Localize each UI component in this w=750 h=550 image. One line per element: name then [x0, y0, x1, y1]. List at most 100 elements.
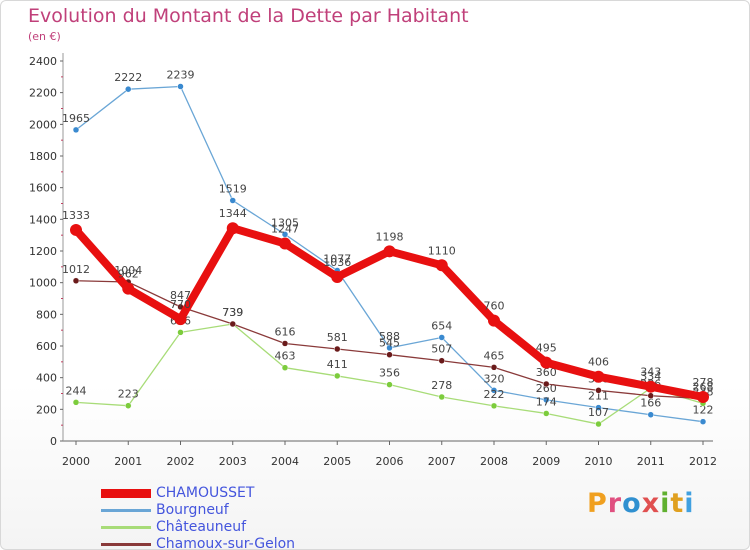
data-point	[543, 380, 550, 388]
data-point	[386, 351, 393, 358]
data-point	[490, 364, 498, 371]
data-label: 1110	[428, 244, 456, 257]
data-point	[177, 83, 184, 90]
data-label: 1344	[219, 207, 247, 220]
data-point	[334, 372, 341, 380]
data-point	[490, 387, 498, 394]
x-tick-label: 2004	[271, 455, 299, 468]
data-label: 847	[170, 289, 191, 302]
data-label: 211	[588, 390, 609, 403]
data-label: 406	[588, 356, 609, 369]
data-label: 654	[431, 319, 452, 332]
x-tick-label: 2012	[689, 455, 717, 468]
data-label: 166	[640, 397, 661, 410]
data-label: 507	[431, 343, 452, 356]
legend-item: Chamoux-sur-Gelon	[101, 536, 401, 549]
data-point	[592, 370, 605, 383]
data-point	[229, 197, 236, 204]
data-label: 174	[536, 395, 557, 408]
x-tick-label: 2011	[637, 455, 665, 468]
data-point	[279, 237, 291, 250]
data-label: 278	[431, 379, 452, 392]
logo-letter: x	[641, 488, 661, 519]
legend-label: Bourgneuf	[156, 502, 229, 518]
data-label: 962	[118, 268, 139, 281]
logo-letter: i	[660, 488, 671, 519]
data-label: 356	[379, 367, 400, 380]
data-label: 1965	[62, 112, 90, 125]
x-tick-label: 2003	[219, 455, 247, 468]
legend-label: CHAMOUSSET	[156, 485, 255, 501]
line-chart: 0 200 400 600 800 1000 1200 1400 1600 1800 2000 220…	[29, 53, 717, 468]
legend-swatch	[101, 543, 151, 546]
logo-letter: P	[587, 488, 608, 519]
data-label: 122	[693, 404, 714, 417]
data-label: 1077	[323, 252, 351, 265]
data-point	[438, 334, 445, 341]
x-tick-label: 2006	[376, 455, 404, 468]
data-point	[488, 314, 500, 327]
x-tick-label: 2010	[585, 455, 613, 468]
data-point	[647, 411, 654, 418]
data-point	[435, 259, 448, 272]
data-point	[72, 277, 80, 285]
x-tick-label: 2002	[167, 455, 195, 468]
data-point	[383, 245, 396, 258]
data-label: 320	[484, 372, 505, 385]
legend-swatch	[101, 509, 151, 512]
x-tick-label: 2001	[114, 455, 142, 468]
data-point	[70, 223, 82, 236]
y-tick-label: 200	[36, 403, 57, 416]
legend-item: CHAMOUSSET	[101, 485, 401, 502]
data-label: 616	[275, 325, 296, 338]
data-point	[72, 399, 80, 406]
data-point	[438, 357, 445, 364]
y-tick-label: 800	[36, 308, 57, 321]
logo-letter: o	[622, 488, 642, 519]
data-point	[540, 356, 553, 369]
data-label: 107	[588, 406, 609, 419]
legend-swatch	[101, 489, 151, 498]
data-label: 343	[640, 366, 661, 379]
data-point	[543, 410, 550, 417]
data-point	[281, 364, 289, 371]
data-label: 1012	[62, 263, 90, 276]
chart-title: Evolution du Montant de la Dette par Hab…	[28, 5, 469, 27]
legend-item: Bourgneuf	[101, 502, 401, 519]
data-label: 495	[536, 342, 557, 355]
data-label: 581	[327, 331, 348, 344]
y-tick-label: 1000	[29, 277, 57, 290]
data-label: 334	[640, 370, 661, 383]
logo-letter: i	[684, 488, 695, 519]
data-label: 360	[536, 366, 557, 379]
data-point	[229, 320, 236, 328]
data-point	[386, 381, 393, 388]
data-point	[699, 418, 707, 425]
data-point	[595, 404, 602, 411]
y-tick-label: 0	[50, 435, 57, 448]
data-label: 760	[484, 300, 505, 313]
data-label: 545	[379, 337, 400, 350]
x-tick-label: 2009	[532, 455, 560, 468]
data-point	[490, 402, 498, 410]
data-label: 463	[275, 350, 296, 363]
y-tick-label: 1600	[29, 182, 57, 195]
data-label: 2239	[167, 68, 195, 81]
data-point	[125, 85, 132, 93]
data-label: 411	[327, 358, 348, 371]
logo-letter: r	[607, 488, 623, 519]
data-point	[644, 380, 657, 393]
data-label: 770	[170, 298, 191, 311]
data-point	[122, 282, 135, 295]
legend-label: Châteauneuf	[156, 519, 247, 535]
data-point	[281, 340, 289, 347]
data-label: 278	[693, 376, 714, 389]
data-label: 1247	[271, 223, 299, 236]
data-label: 739	[222, 306, 243, 319]
data-label: 588	[379, 330, 400, 343]
data-point	[226, 222, 239, 235]
data-point	[177, 329, 184, 336]
y-tick-label: 1800	[29, 150, 57, 163]
x-tick-label: 2000	[62, 455, 90, 468]
y-tick-label: 1400	[29, 213, 57, 226]
